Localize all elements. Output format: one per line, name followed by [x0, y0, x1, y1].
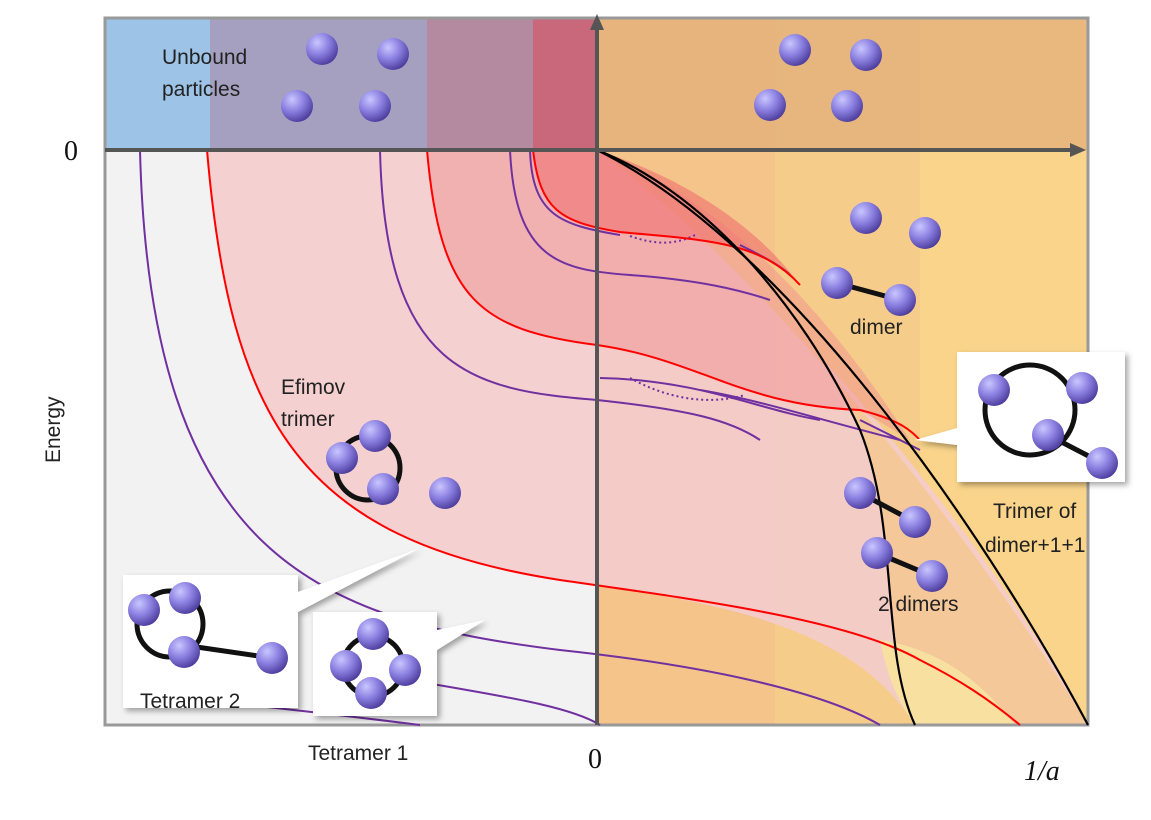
particle — [256, 642, 288, 674]
particle — [306, 33, 338, 65]
particle — [754, 89, 786, 121]
label: Trimer of — [993, 500, 1076, 523]
particle — [429, 477, 461, 509]
particle — [355, 677, 387, 709]
label: Unbound — [162, 46, 247, 69]
particle — [169, 582, 201, 614]
label: dimer+1+1 — [985, 534, 1085, 557]
particle — [359, 90, 391, 122]
particle — [168, 636, 200, 668]
particle — [916, 560, 948, 592]
particle — [821, 267, 853, 299]
axis-label: 0 — [588, 744, 602, 775]
particle — [1086, 447, 1118, 479]
particle — [850, 202, 882, 234]
particle — [909, 217, 941, 249]
particle — [884, 284, 916, 316]
label: Tetramer 2 — [140, 690, 240, 713]
particle — [367, 473, 399, 505]
particle — [844, 477, 876, 509]
axes — [105, 14, 1086, 725]
particle — [978, 374, 1010, 406]
particle — [281, 90, 313, 122]
label: Tetramer 1 — [308, 742, 408, 765]
particle — [1066, 372, 1098, 404]
particles — [128, 33, 1118, 709]
label: dimer — [850, 316, 903, 339]
particle — [128, 594, 160, 626]
particle — [899, 506, 931, 538]
axis-label: 1/a — [1024, 756, 1060, 787]
label: Efimov — [281, 376, 346, 399]
particle — [377, 38, 409, 70]
axis-label: Energy — [42, 396, 65, 463]
particle — [1032, 419, 1064, 451]
particle — [389, 654, 421, 686]
particle — [330, 650, 362, 682]
particle — [850, 39, 882, 71]
particle — [779, 34, 811, 66]
labels: Unbound particles Efimov trimer dimer Tr… — [42, 46, 1085, 787]
particle — [357, 618, 389, 650]
label: 2 dimers — [878, 593, 959, 616]
particle — [326, 442, 358, 474]
particle — [359, 420, 391, 452]
particle — [831, 90, 863, 122]
label: trimer — [281, 408, 335, 431]
particle — [861, 537, 893, 569]
axis-label: 0 — [64, 136, 78, 167]
label: particles — [162, 78, 240, 101]
